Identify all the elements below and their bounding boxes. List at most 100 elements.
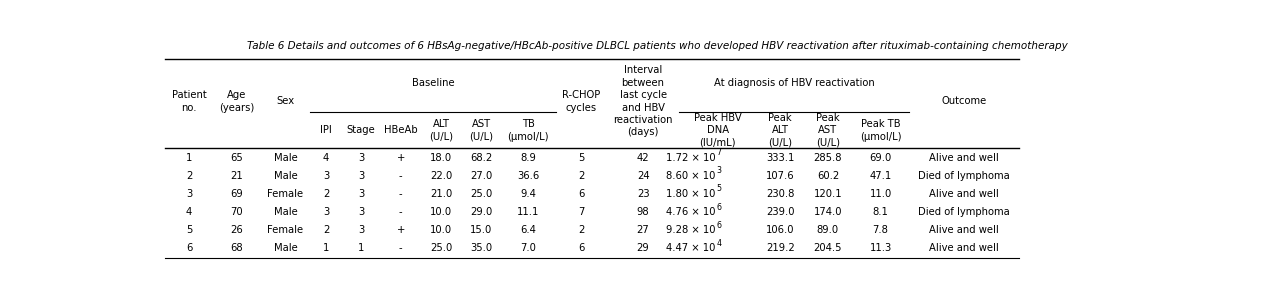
Text: Male: Male bbox=[273, 207, 297, 217]
Text: 7.0: 7.0 bbox=[520, 243, 536, 253]
Text: 174.0: 174.0 bbox=[814, 207, 842, 217]
Text: 3: 3 bbox=[186, 189, 192, 199]
Text: Female: Female bbox=[268, 189, 304, 199]
Text: 7.8: 7.8 bbox=[873, 225, 888, 235]
Text: 6: 6 bbox=[717, 203, 722, 212]
Text: 4: 4 bbox=[323, 153, 329, 163]
Text: Peak TB
(μmol/L): Peak TB (μmol/L) bbox=[860, 119, 901, 141]
Text: +: + bbox=[396, 225, 405, 235]
Text: Sex: Sex bbox=[277, 96, 295, 106]
Text: Alive and well: Alive and well bbox=[929, 225, 999, 235]
Text: 3: 3 bbox=[358, 225, 364, 235]
Text: 2: 2 bbox=[323, 189, 329, 199]
Text: 4: 4 bbox=[717, 239, 722, 248]
Text: 5: 5 bbox=[578, 153, 585, 163]
Text: 68.2: 68.2 bbox=[470, 153, 492, 163]
Text: 10.0: 10.0 bbox=[431, 207, 453, 217]
Text: Died of lymphoma: Died of lymphoma bbox=[918, 171, 1010, 181]
Text: 8.1: 8.1 bbox=[873, 207, 888, 217]
Text: Outcome: Outcome bbox=[941, 96, 987, 106]
Text: 285.8: 285.8 bbox=[814, 153, 842, 163]
Text: 333.1: 333.1 bbox=[767, 153, 795, 163]
Text: 6.4: 6.4 bbox=[520, 225, 536, 235]
Text: 6: 6 bbox=[186, 243, 192, 253]
Text: 6: 6 bbox=[717, 221, 722, 230]
Text: 219.2: 219.2 bbox=[765, 243, 795, 253]
Text: 106.0: 106.0 bbox=[765, 225, 795, 235]
Text: 47.1: 47.1 bbox=[869, 171, 892, 181]
Text: 5: 5 bbox=[186, 225, 192, 235]
Text: 1.80 × 10: 1.80 × 10 bbox=[667, 189, 715, 199]
Text: Peak HBV
DNA
(IU/mL): Peak HBV DNA (IU/mL) bbox=[694, 113, 741, 148]
Text: Patient
no.: Patient no. bbox=[172, 90, 206, 113]
Text: 7: 7 bbox=[717, 148, 722, 157]
Text: 36.6: 36.6 bbox=[517, 171, 540, 181]
Text: 3: 3 bbox=[358, 153, 364, 163]
Text: 98: 98 bbox=[637, 207, 650, 217]
Text: 2: 2 bbox=[578, 225, 585, 235]
Text: Peak
AST
(U/L): Peak AST (U/L) bbox=[815, 113, 840, 148]
Text: 22.0: 22.0 bbox=[431, 171, 453, 181]
Text: Alive and well: Alive and well bbox=[929, 153, 999, 163]
Text: 27.0: 27.0 bbox=[470, 171, 492, 181]
Text: 27: 27 bbox=[637, 225, 650, 235]
Text: 120.1: 120.1 bbox=[814, 189, 842, 199]
Text: Age
(years): Age (years) bbox=[219, 90, 254, 113]
Text: 4.47 × 10: 4.47 × 10 bbox=[667, 243, 715, 253]
Text: 107.6: 107.6 bbox=[765, 171, 795, 181]
Text: 230.8: 230.8 bbox=[767, 189, 795, 199]
Text: 10.0: 10.0 bbox=[431, 225, 453, 235]
Text: 2: 2 bbox=[323, 225, 329, 235]
Text: 68: 68 bbox=[231, 243, 244, 253]
Text: 3: 3 bbox=[717, 166, 722, 175]
Text: 69.0: 69.0 bbox=[869, 153, 892, 163]
Text: 89.0: 89.0 bbox=[817, 225, 838, 235]
Text: 1: 1 bbox=[323, 243, 329, 253]
Text: Interval
between
last cycle
and HBV
reactivation
(days): Interval between last cycle and HBV reac… bbox=[613, 66, 673, 138]
Text: At diagnosis of HBV reactivation: At diagnosis of HBV reactivation bbox=[714, 78, 874, 88]
Text: 2: 2 bbox=[578, 171, 585, 181]
Text: ALT
(U/L): ALT (U/L) bbox=[429, 119, 454, 141]
Text: -: - bbox=[399, 171, 403, 181]
Text: 25.0: 25.0 bbox=[470, 189, 492, 199]
Text: Female: Female bbox=[268, 225, 304, 235]
Text: 3: 3 bbox=[323, 171, 329, 181]
Text: Died of lymphoma: Died of lymphoma bbox=[918, 207, 1010, 217]
Text: 21: 21 bbox=[231, 171, 244, 181]
Text: R-CHOP
cycles: R-CHOP cycles bbox=[563, 90, 601, 113]
Text: 24: 24 bbox=[637, 171, 650, 181]
Text: 69: 69 bbox=[231, 189, 244, 199]
Text: 6: 6 bbox=[578, 243, 585, 253]
Text: 9.4: 9.4 bbox=[520, 189, 536, 199]
Text: 8.9: 8.9 bbox=[520, 153, 536, 163]
Text: -: - bbox=[399, 207, 403, 217]
Text: 4.76 × 10: 4.76 × 10 bbox=[667, 207, 715, 217]
Text: Male: Male bbox=[273, 243, 297, 253]
Text: AST
(U/L): AST (U/L) bbox=[469, 119, 494, 141]
Text: 65: 65 bbox=[231, 153, 244, 163]
Text: 1: 1 bbox=[358, 243, 364, 253]
Text: Table 6 Details and outcomes of 6 HBsAg-negative/HBcAb-positive DLBCL patients w: Table 6 Details and outcomes of 6 HBsAg-… bbox=[246, 41, 1068, 51]
Text: 3: 3 bbox=[358, 171, 364, 181]
Text: 3: 3 bbox=[358, 207, 364, 217]
Text: TB
(μmol/L): TB (μmol/L) bbox=[508, 119, 549, 141]
Text: 1: 1 bbox=[186, 153, 192, 163]
Text: 2: 2 bbox=[186, 171, 192, 181]
Text: 70: 70 bbox=[231, 207, 244, 217]
Text: 204.5: 204.5 bbox=[814, 243, 842, 253]
Text: 29: 29 bbox=[637, 243, 650, 253]
Text: 1.72 × 10: 1.72 × 10 bbox=[667, 153, 715, 163]
Text: 26: 26 bbox=[231, 225, 244, 235]
Text: 9.28 × 10: 9.28 × 10 bbox=[667, 225, 715, 235]
Text: 60.2: 60.2 bbox=[817, 171, 838, 181]
Text: 35.0: 35.0 bbox=[470, 243, 492, 253]
Text: 21.0: 21.0 bbox=[431, 189, 453, 199]
Text: 8.60 × 10: 8.60 × 10 bbox=[667, 171, 715, 181]
Text: 11.1: 11.1 bbox=[517, 207, 540, 217]
Text: HBeAb: HBeAb bbox=[383, 125, 418, 135]
Text: 11.3: 11.3 bbox=[869, 243, 892, 253]
Text: 5: 5 bbox=[717, 184, 722, 193]
Text: 25.0: 25.0 bbox=[431, 243, 453, 253]
Text: IPI: IPI bbox=[320, 125, 332, 135]
Text: 7: 7 bbox=[578, 207, 585, 217]
